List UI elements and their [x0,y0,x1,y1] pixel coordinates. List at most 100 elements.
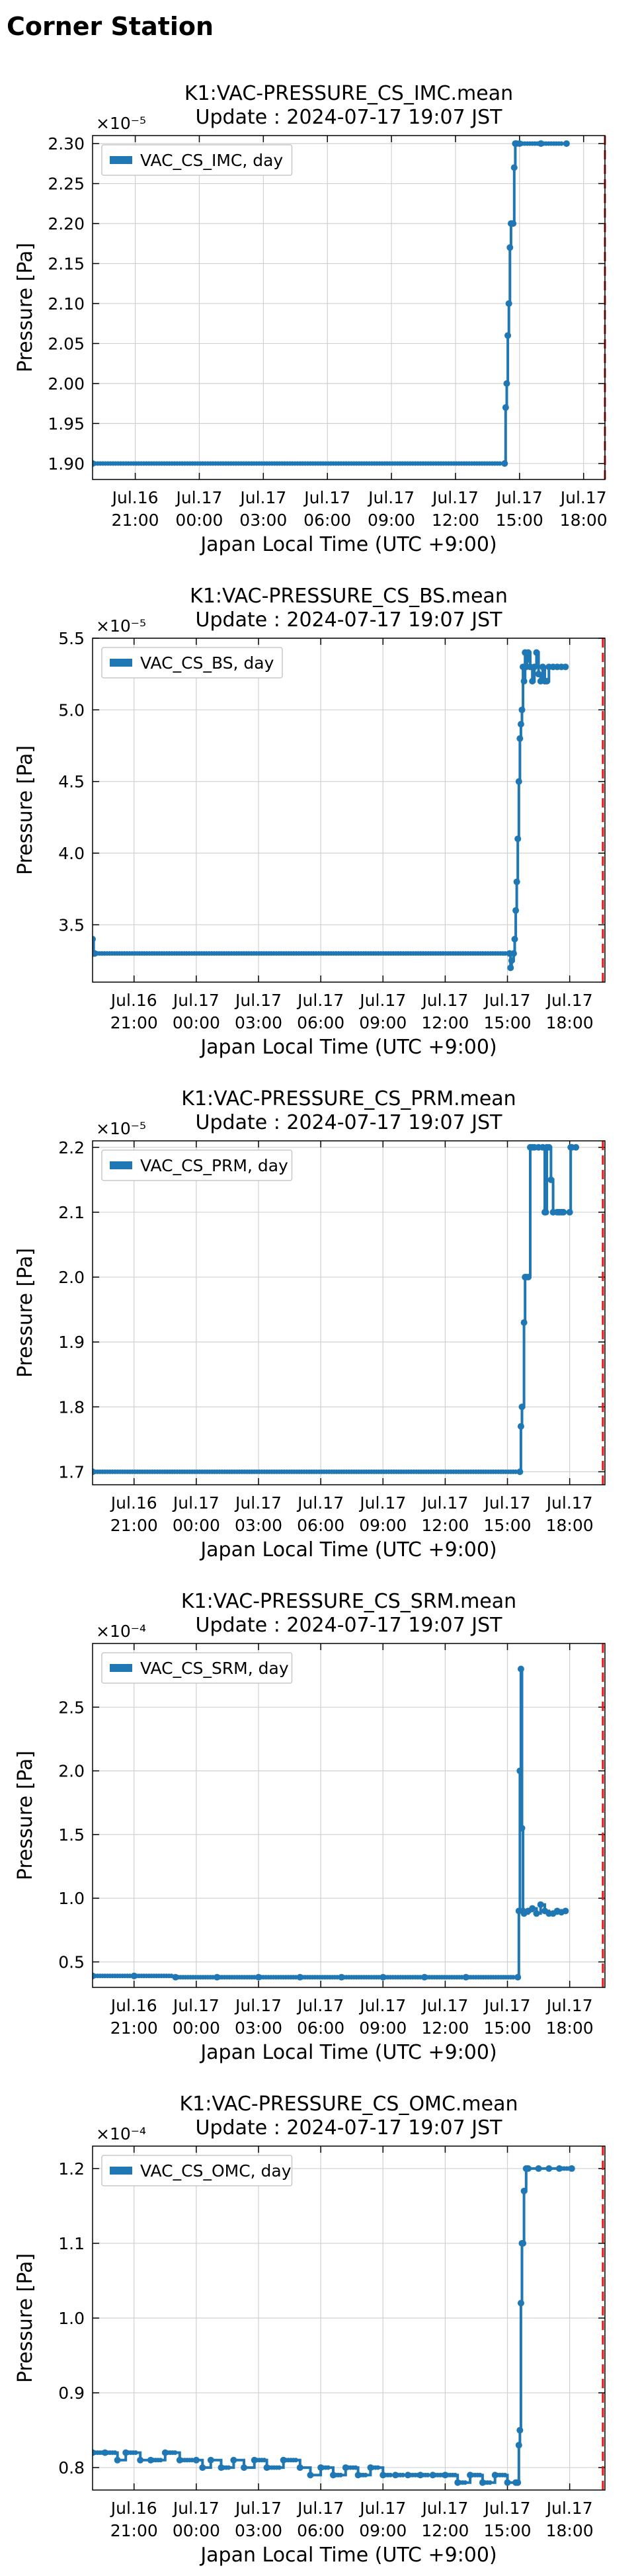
y-tick-label: 1.7 [58,1462,85,1481]
data-point [192,2456,200,2464]
data-point [502,2472,508,2477]
legend-label: VAC_CS_IMC, day [140,151,283,170]
x-tick-label-time: 12:00 [421,1516,469,1535]
data-point [517,1423,524,1430]
x-tick-label-time: 09:00 [359,1516,407,1535]
plot-area [93,1643,605,1987]
data-point [137,2456,144,2464]
data-point [262,2458,267,2463]
x-tick-label-time: 12:00 [421,1013,469,1032]
x-axis-label: Japan Local Time (UTC +9:00) [199,2544,497,2567]
x-tick-label-date: Jul.17 [358,991,406,1010]
chart-panel-omc: K1:VAC-PRESSURE_CS_OMC.mean Update : 2024… [0,2087,638,2576]
data-point [376,2465,381,2470]
data-point [173,2450,178,2455]
x-tick-label-time: 00:00 [173,2018,220,2038]
data-point [518,1825,526,1832]
page-title: Corner Station [7,12,214,41]
x-tick-label-date: Jul.17 [420,1996,468,2015]
data-point [418,1975,423,1980]
legend-swatch [110,2167,132,2175]
y-tick-label: 2.15 [48,254,85,273]
x-tick-label-time: 09:00 [368,511,415,530]
data-point [562,663,569,671]
series-group [93,649,569,972]
x-tick-label-date: Jul.17 [172,1996,219,2015]
data-point [133,2450,138,2455]
x-tick-label-time: 06:00 [297,2018,344,2038]
data-point [545,1143,553,1151]
data-point [510,950,517,957]
x-tick-label-date: Jul.17 [172,2499,219,2518]
y-axis-label: Pressure [Pa] [14,745,37,875]
plot-frame [92,1643,606,1988]
data-point [518,706,526,714]
y-axis-label: Pressure [Pa] [14,243,37,372]
series-group [93,140,570,467]
data-point [535,671,542,678]
data-point [513,878,520,886]
data-point [520,2239,527,2247]
plot-frame [92,2145,606,2491]
data-point [524,656,531,663]
legend: VAC_CS_OMC, day [101,2155,293,2186]
chart-title: K1:VAC-PRESSURE_CS_OMC.mean [179,2093,518,2116]
chart-title: K1:VAC-PRESSURE_CS_IMC.mean [184,82,513,105]
plot-frame [92,638,606,983]
x-tick-label-time: 06:00 [297,1013,344,1032]
chart-title: K1:VAC-PRESSURE_CS_SRM.mean [181,1590,516,1613]
data-point [210,1975,216,1980]
x-tick-label-time: 06:00 [297,1516,344,1535]
chart-subtitle: Update : 2024-07-17 19:07 JST [196,2116,503,2140]
data-point [241,2464,248,2472]
data-point [562,1907,569,1915]
data-point [477,2472,483,2477]
chart-panel-prm: K1:VAC-PRESSURE_CS_PRM.mean Update : 2024… [0,1081,638,1571]
y-tick-label: 2.10 [48,294,85,313]
y-tick-label: 0.8 [58,2458,85,2477]
x-axis-label: Japan Local Time (UTC +9:00) [199,2041,497,2064]
x-axis-label: Japan Local Time (UTC +9:00) [199,533,497,556]
y-exponent-label: ×10⁻⁵ [96,114,146,133]
data-point [363,2472,368,2477]
y-tick-label: 2.05 [48,334,85,353]
plot-frame [92,135,606,480]
legend-box [101,647,283,679]
data-point [567,2166,572,2171]
data-point [505,300,512,307]
plot-area [93,1141,605,1485]
data-point [511,936,518,942]
data-point [537,1901,544,1908]
data-point [563,140,570,147]
x-tick-label-date: Jul.17 [545,1493,593,1513]
data-point [463,2480,468,2485]
data-point [515,2442,522,2449]
data-point [566,1208,573,1216]
data-point [506,244,514,251]
legend: VAC_CS_PRM, day [101,1149,293,1181]
x-tick-label-date: Jul.17 [431,488,479,507]
y-tick-label: 0.9 [58,2384,85,2403]
data-point [516,1468,524,1475]
x-tick-label-time: 18:00 [546,1013,594,1032]
legend: VAC_CS_SRM, day [101,1652,293,1684]
y-tick-label: 2.00 [48,374,85,394]
series-group [93,1665,569,1981]
y-exponent-label: ×10⁻⁴ [96,2124,146,2143]
data-point [517,2300,524,2307]
y-tick-label: 5.5 [58,629,85,648]
data-point [513,1469,518,1474]
x-tick-label-date: Jul.17 [296,2499,344,2518]
x-tick-label-date: Jul.17 [172,991,219,1010]
x-tick-label-time: 12:00 [421,2018,469,2038]
data-point [497,461,502,466]
data-point [539,663,546,671]
data-point [520,2187,528,2194]
data-point [338,2472,343,2477]
x-tick-label-date: Jul.17 [367,488,415,507]
y-axis-label: Pressure [Pa] [14,1248,37,1378]
data-point [230,2456,237,2464]
data-point [524,2165,532,2172]
data-point [353,2465,358,2470]
